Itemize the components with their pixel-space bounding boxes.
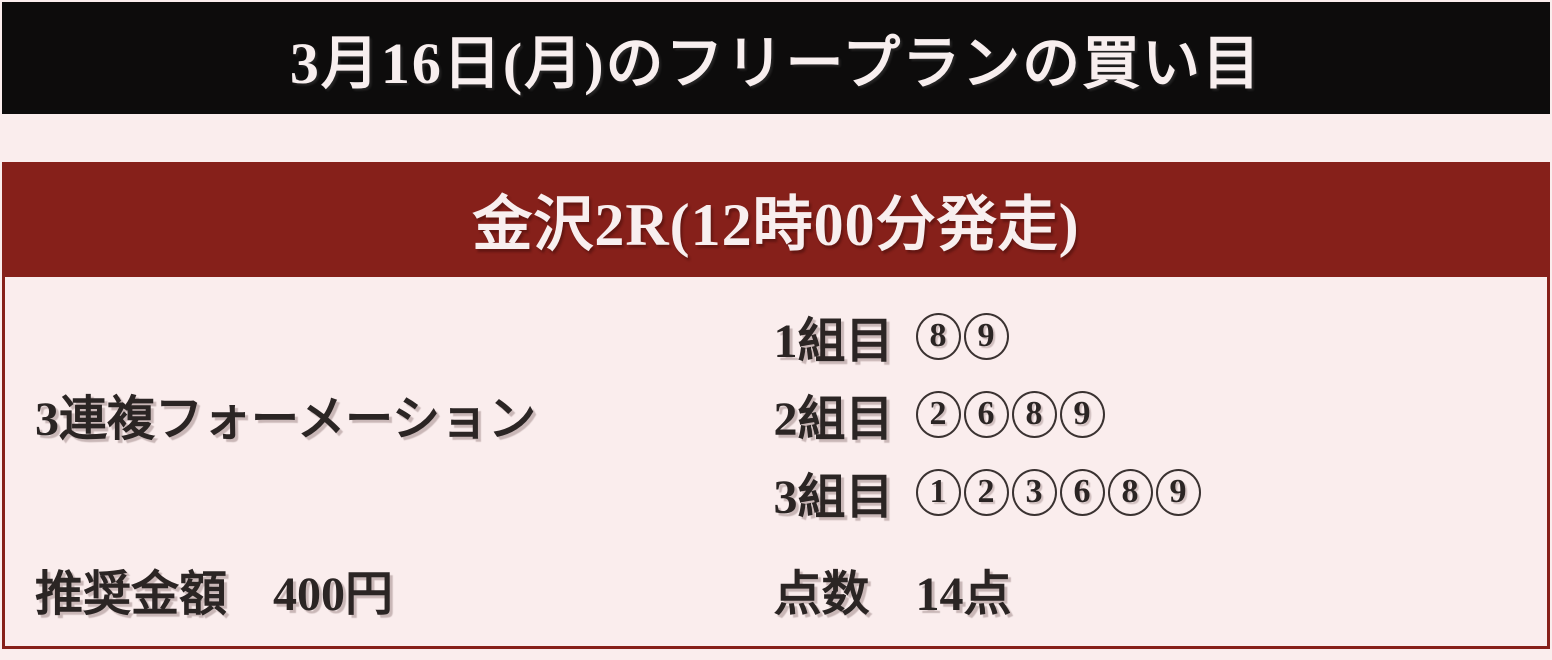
horse-number-circled: 8 [915,312,961,360]
race-header: 金沢2R(12時00分発走) [2,162,1550,277]
horse-number-circled: 6 [1059,468,1105,516]
points-label: 点数 [773,568,870,621]
race-title: 金沢2R(12時00分発走) [472,192,1080,258]
horse-number-circled: 9 [963,312,1009,360]
horse-number-circled: 9 [1155,468,1201,516]
horse-number-circled: 8 [1011,390,1057,438]
recommended-amount: 推奨金額 400円 [35,554,774,624]
bet-details-section: 3連複フォーメーション 1組目 8 9 2組目 2 6 8 9 3組目 1 2 3 6 8 9 [35,297,1527,531]
bet-type-cell: 3連複フォーメーション [35,297,774,531]
recommended-amount-label: 推奨金額 [35,568,228,621]
date-plan-banner: 3月16日(月)のフリープランの買い目 [2,2,1550,114]
horse-number-circled: 1 [915,468,961,516]
horse-number-circled: 2 [915,390,961,438]
bet-groups: 1組目 8 9 2組目 2 6 8 9 3組目 1 2 3 6 8 9 [774,297,1527,531]
race-card: 金沢2R(12時00分発走) 3連複フォーメーション 1組目 8 9 2組目 2 6 8 9 3… [2,162,1550,649]
recommended-amount-value: 400円 [273,568,394,621]
bet-group-row: 3組目 1 2 3 6 8 9 [774,453,1527,531]
group-label: 1組目 [773,315,894,368]
horse-number-circled: 3 [1011,468,1057,516]
horse-number-circled: 8 [1107,468,1153,516]
race-content: 3連複フォーメーション 1組目 8 9 2組目 2 6 8 9 3組目 1 2 3 6 8 9 推奨金額 40… [2,277,1550,649]
horse-number-circled: 6 [963,390,1009,438]
bet-group-row: 2組目 2 6 8 9 [774,375,1527,453]
group-label: 2組目 [773,393,894,446]
banner-title: 3月16日(月)のフリープランの買い目 [289,31,1263,96]
points: 点数 14点 [774,554,1527,624]
group-label: 3組目 [773,471,894,524]
horse-number-circled: 9 [1059,390,1105,438]
bet-type-label: 3連複フォーメーション [35,393,537,446]
horse-number-circled: 2 [963,468,1009,516]
bet-group-row: 1組目 8 9 [774,297,1527,375]
summary-section: 推奨金額 400円 点数 14点 [35,554,1527,624]
points-value: 14点 [915,568,1012,621]
